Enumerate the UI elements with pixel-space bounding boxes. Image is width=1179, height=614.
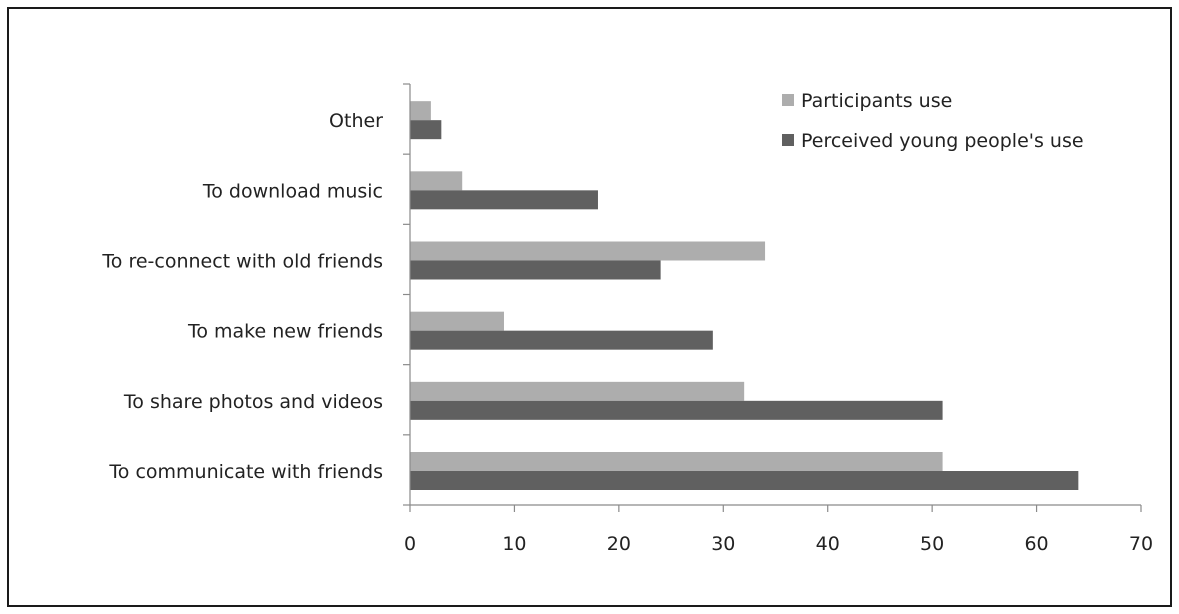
x-tick-label: 60 <box>1024 533 1048 555</box>
bar-perceived-1 <box>410 400 943 420</box>
legend: Participants use Perceived young people's… <box>782 90 1084 152</box>
bar-participants-5 <box>410 101 431 121</box>
labels-layer: To communicate with friends To share phot… <box>101 110 1153 555</box>
category-label: To make new friends <box>187 321 383 343</box>
bar-perceived-4 <box>410 190 598 210</box>
category-label: To download music <box>202 180 383 202</box>
bar-participants-4 <box>410 171 463 191</box>
bar-perceived-3 <box>410 260 661 280</box>
bar-participants-1 <box>410 381 745 401</box>
bar-perceived-0 <box>410 471 1079 490</box>
category-label: To share photos and videos <box>123 391 383 413</box>
category-label: Other <box>329 110 383 132</box>
bar-participants-2 <box>410 311 504 331</box>
legend-swatch <box>782 134 794 146</box>
x-tick-label: 10 <box>502 533 526 555</box>
x-tick-label: 0 <box>404 533 416 555</box>
legend-swatch <box>782 94 794 106</box>
x-tick-label: 20 <box>607 533 631 555</box>
bars-layer <box>410 101 1079 490</box>
axes-layer <box>403 83 1142 512</box>
bar-participants-0 <box>410 452 943 471</box>
category-label: To re-connect with old friends <box>101 251 383 273</box>
x-tick-label: 30 <box>711 533 735 555</box>
bar-perceived-2 <box>410 330 713 350</box>
legend-label: Perceived young people's use <box>801 130 1084 152</box>
legend-label: Participants use <box>801 90 952 112</box>
category-label: To communicate with friends <box>108 461 383 483</box>
bar-perceived-5 <box>410 120 442 140</box>
bar-participants-3 <box>410 241 766 261</box>
x-tick-label: 40 <box>816 533 840 555</box>
x-tick-label: 70 <box>1129 533 1153 555</box>
chart-border <box>7 7 1172 607</box>
x-tick-label: 50 <box>920 533 944 555</box>
